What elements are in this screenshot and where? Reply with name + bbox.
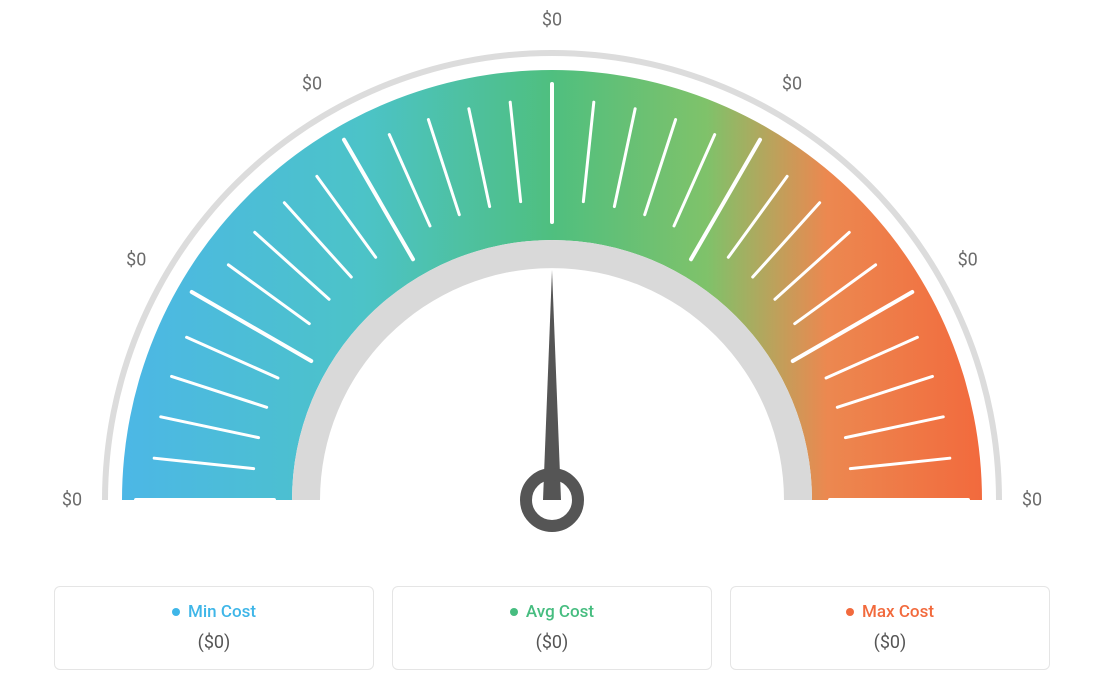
gauge-tick-label: $0 xyxy=(302,74,322,95)
gauge-tick-label: $0 xyxy=(958,250,978,271)
legend-title-min: Min Cost xyxy=(172,602,256,622)
gauge-chart: $0$0$0$0$0$0$0 xyxy=(52,20,1052,560)
legend-card-max: Max Cost ($0) xyxy=(730,586,1050,670)
gauge-tick-label: $0 xyxy=(782,74,802,95)
legend-dot-max xyxy=(846,608,854,616)
legend-label-avg: Avg Cost xyxy=(526,602,594,622)
legend-dot-min xyxy=(172,608,180,616)
legend-label-max: Max Cost xyxy=(862,602,934,622)
gauge-svg xyxy=(52,20,1052,560)
legend-card-avg: Avg Cost ($0) xyxy=(392,586,712,670)
cost-gauge-widget: $0 $0 $0 $0 $0 $0 $0 Min Cost ($0) Avg Cost ($… xyxy=(0,0,1104,690)
legend-title-avg: Avg Cost xyxy=(510,602,594,622)
legend-label-min: Min Cost xyxy=(188,602,256,622)
legend-row: Min Cost ($0) Avg Cost ($0) Max Cost ($0… xyxy=(50,586,1054,670)
legend-title-max: Max Cost xyxy=(846,602,934,622)
legend-card-min: Min Cost ($0) xyxy=(54,586,374,670)
gauge-tick-label: $0 xyxy=(1022,490,1042,511)
gauge-tick-label: $0 xyxy=(126,250,146,271)
legend-value-min: ($0) xyxy=(65,632,363,653)
legend-dot-avg xyxy=(510,608,518,616)
legend-value-avg: ($0) xyxy=(403,632,701,653)
legend-value-max: ($0) xyxy=(741,632,1039,653)
gauge-tick-label: $0 xyxy=(62,490,82,511)
gauge-tick-label: $0 xyxy=(542,10,562,31)
